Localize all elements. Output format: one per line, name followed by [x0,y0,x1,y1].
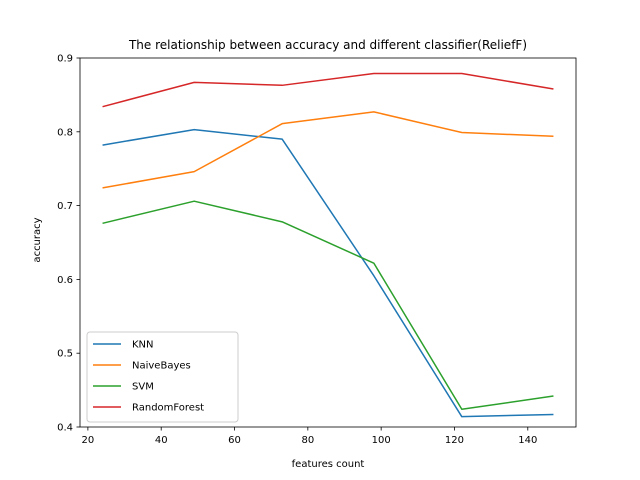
x-axis-ticks: 20 40 60 80 100 120 140 [82,427,537,446]
y-axis-ticks: 0.4 0.5 0.6 0.7 0.8 0.9 [57,54,80,434]
y-axis-label: accuracy [32,217,43,262]
series-layer [102,72,554,418]
x-tick-label: 40 [155,435,168,446]
x-tick-label: 120 [445,435,464,446]
plot-area: 20 40 60 80 100 120 140 0.4 0.5 0.6 0.7 0.8 0.9 [57,54,577,446]
y-tick-label: 0.6 [57,275,73,286]
legend: KNN NaiveBayes SVM RandomForest [86,331,239,423]
y-tick-label: 0.9 [57,54,73,65]
chart-title: The relationship between accuracy and di… [128,38,527,52]
x-axis-label: features count [292,459,365,470]
y-tick-label: 0.5 [57,349,73,360]
plot-frame [79,57,577,428]
x-tick-label: 140 [518,435,537,446]
y-tick-label: 0.7 [57,201,73,212]
legend-label-svm: SVM [132,382,154,393]
x-tick-label: 20 [82,435,95,446]
x-tick-label: 80 [301,435,314,446]
legend-label-knn: KNN [132,340,154,351]
series-line-knn [102,128,554,418]
series-line-svm [102,200,554,411]
y-tick-label: 0.4 [57,423,73,434]
x-tick-label: 60 [228,435,241,446]
legend-box [86,331,239,423]
x-tick-label: 100 [372,435,391,446]
series-line-randomforest [102,72,554,108]
legend-label-naivebayes: NaiveBayes [132,361,191,372]
y-tick-label: 0.8 [57,127,73,138]
legend-label-randomforest: RandomForest [132,403,204,414]
legend-items: KNN NaiveBayes SVM RandomForest [93,340,204,414]
series-line-naivebayes [102,111,554,189]
